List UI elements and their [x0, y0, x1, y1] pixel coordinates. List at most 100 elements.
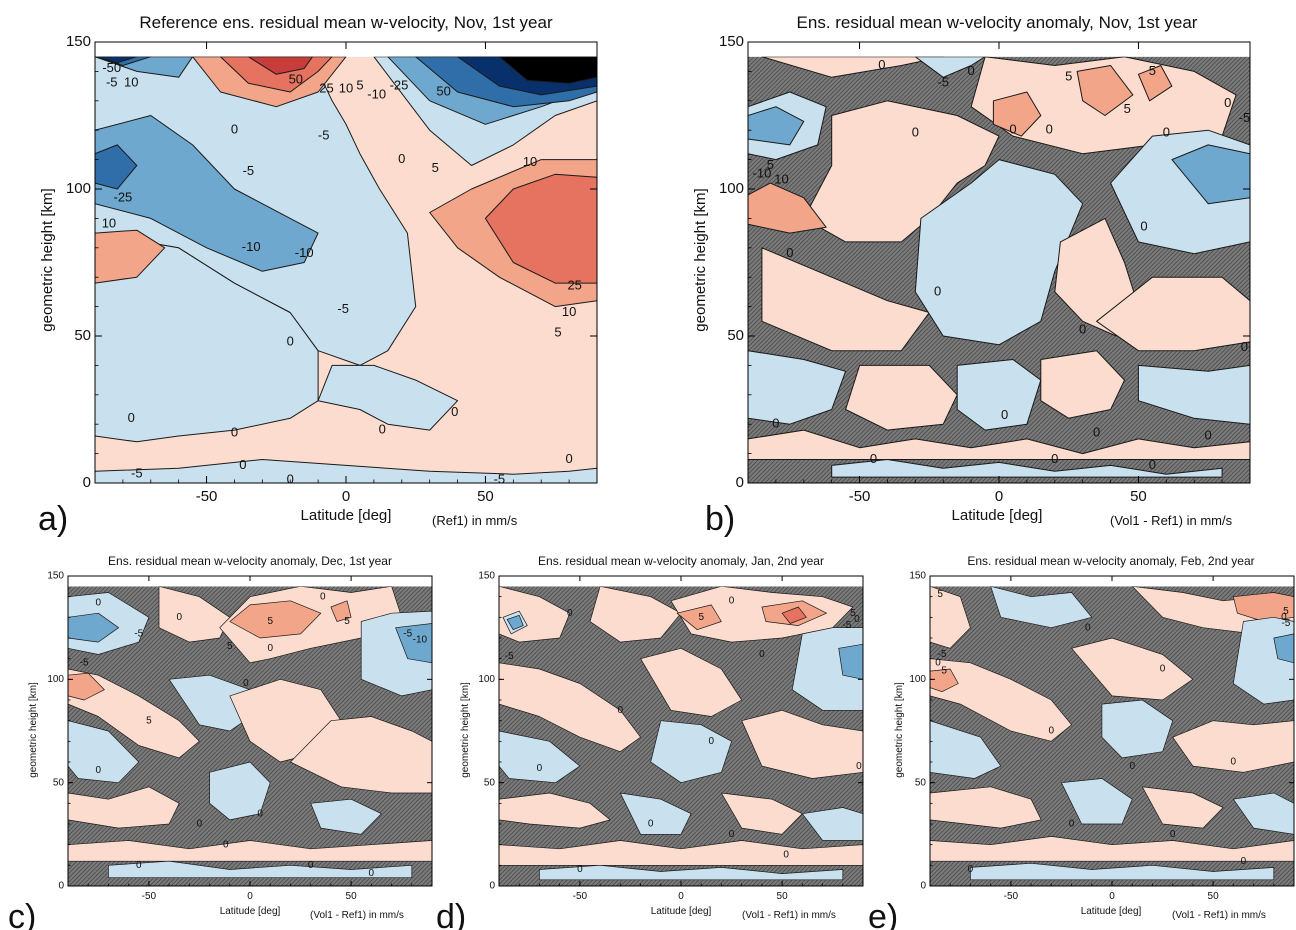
contour-region-pos_light — [761, 56, 944, 78]
contour-region-neg_light — [990, 586, 1093, 629]
contour-label: 0 — [854, 614, 860, 625]
x-tick-label: 0 — [995, 488, 1003, 505]
contour-label: 0 — [537, 763, 543, 774]
contour-label: 0 — [1163, 125, 1170, 140]
contour-label: 0 — [1049, 726, 1055, 737]
contour-label: -5 — [403, 629, 412, 640]
contour-label: -5 — [494, 471, 506, 486]
contour-label: 0 — [136, 860, 142, 871]
contour-label: 0 — [287, 471, 294, 486]
contour-label: -10 — [753, 166, 772, 181]
contour-label: 0 — [567, 608, 573, 619]
x-tick-label: 0 — [247, 891, 253, 902]
contour-label: 0 — [369, 868, 375, 879]
contour-label: 0 — [398, 151, 405, 166]
y-tick-label: 50 — [915, 777, 927, 788]
contour-label: 10 — [523, 154, 537, 169]
contour-label: 25 — [319, 80, 333, 95]
x-tick-label: 50 — [777, 891, 789, 902]
contour-label: 10 — [339, 80, 353, 95]
y-tick-label: 0 — [920, 881, 926, 892]
panel-a-units-note: (Ref1) in mm/s — [432, 513, 518, 528]
panel-e-title: Ens. residual mean w-velocity anomaly, F… — [967, 554, 1254, 568]
contour-label: 5 — [767, 157, 774, 172]
contour-region-pos — [748, 182, 827, 234]
y-tick-label: 150 — [47, 571, 64, 582]
contour-region-neg_light — [1101, 699, 1174, 759]
contour-region-pos_light — [589, 586, 682, 643]
contour-region-neg_light — [914, 159, 1084, 346]
contour-region-pos_light — [748, 429, 1250, 460]
contour-region-neg_light — [499, 730, 581, 784]
contour-label: -5 — [80, 657, 89, 668]
contour-region-pos_light — [930, 658, 1072, 742]
panel-e-xlabel: Latitude [deg] — [1081, 906, 1142, 917]
contour-label: 0 — [231, 424, 238, 439]
x-tick-label: 0 — [342, 488, 350, 505]
contour-label: 0 — [618, 705, 624, 716]
contour-region-pos — [1232, 592, 1294, 622]
contour-region-neg_light — [317, 364, 459, 431]
contour-label: 0 — [1009, 122, 1016, 137]
panel-a-label: a) — [38, 500, 68, 538]
contour-region-neg_light — [650, 720, 732, 784]
panel-c-title: Ens. residual mean w-velocity anomaly, D… — [108, 554, 392, 568]
y-tick-label: 100 — [66, 180, 91, 197]
contour-region-pos_light — [1040, 350, 1125, 419]
contour-region-pos_light — [741, 709, 863, 779]
contour-label: 25 — [567, 277, 581, 292]
contour-region-pos_light — [670, 586, 854, 643]
contour-region-pos_mid — [484, 173, 597, 284]
panel-c-xlabel: Latitude [deg] — [220, 906, 281, 917]
contour-label: 50 — [289, 72, 303, 87]
y-tick-label: 50 — [74, 327, 91, 344]
contour-label: 0 — [239, 457, 246, 472]
contour-region-pos — [1137, 65, 1173, 102]
contour-label: 0 — [935, 657, 941, 668]
contour-label: 5 — [1283, 606, 1289, 617]
contour-region-neg — [1273, 633, 1294, 664]
contour-region-pos_light — [1071, 637, 1194, 701]
contour-region-pos_mid — [781, 606, 807, 624]
contour-region-pos_light — [499, 662, 641, 753]
panel-d-xlabel: Latitude [deg] — [651, 906, 712, 917]
contour-region-neg — [68, 612, 119, 643]
panel-c-label: c) — [8, 898, 36, 930]
y-tick-label: 150 — [478, 571, 495, 582]
contour-label: 5 — [554, 324, 561, 339]
panel-c-units-note: (Vol1 - Ref1) in mm/s — [310, 910, 404, 921]
contour-region-pos_light — [845, 364, 958, 431]
contour-label: -5 — [134, 629, 143, 640]
y-tick-label: 0 — [736, 474, 744, 491]
panel-a: Reference ens. residual mean w-velocity,… — [38, 13, 598, 538]
contour-label: 0 — [1281, 612, 1287, 623]
x-tick-label: 50 — [346, 891, 358, 902]
contour-label: 0 — [878, 57, 885, 72]
contour-label: 5 — [937, 589, 943, 600]
contour-label: 0 — [128, 410, 135, 425]
contour-label: -5 — [938, 649, 947, 660]
contour-region-black — [498, 56, 597, 84]
contour-region-pos — [330, 600, 352, 622]
contour-label: 5 — [356, 78, 363, 93]
contour-region-neg_light — [831, 459, 1223, 478]
x-tick-label: -50 — [142, 891, 157, 902]
contour-label: -5 — [243, 163, 255, 178]
contour-label: -5 — [842, 620, 851, 631]
contour-region-neg_light — [930, 720, 1002, 779]
x-tick-label: -50 — [196, 488, 218, 505]
panel-b-label: b) — [705, 500, 735, 538]
contour-region-neg_light — [1061, 778, 1133, 825]
contour-label: -5 — [131, 466, 143, 481]
contour-region-neg_mid — [95, 144, 138, 190]
x-tick-label: 0 — [678, 891, 684, 902]
contour-region-pos_light — [1172, 720, 1294, 773]
contour-region-pos — [930, 668, 959, 693]
contour-label: -5 — [937, 75, 949, 90]
panel-d-label: d) — [436, 898, 466, 930]
y-tick-label: 100 — [478, 674, 495, 685]
contour-region-pos_strong — [247, 56, 313, 75]
